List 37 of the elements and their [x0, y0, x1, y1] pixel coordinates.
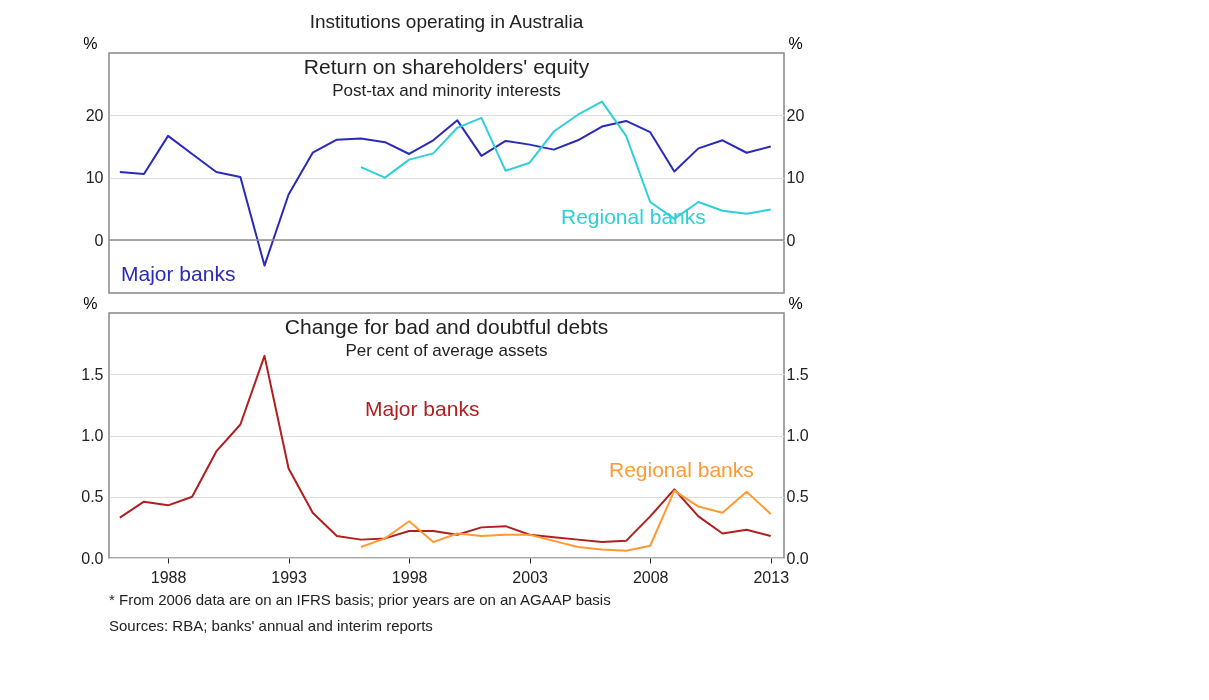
- chart-title: Change for bad and doubtful debts: [284, 315, 609, 338]
- y2-tick-label: 1.0: [786, 427, 809, 444]
- text: Institutions operating in Australia: [309, 11, 584, 32]
- y-tick-label: 0.0: [81, 549, 104, 567]
- y2-tick-label: 10: [786, 169, 805, 187]
- y2-tick-label: 1.5: [786, 365, 809, 383]
- y-axis-title: %: [83, 294, 98, 312]
- line-series: [118, 119, 772, 267]
- y-tick-label: 1.5: [81, 365, 104, 383]
- y-tick-label: 0: [94, 231, 104, 249]
- series-label: Major banks: [121, 262, 236, 285]
- y2-axis-title: %: [788, 34, 803, 52]
- y2-tick-label: 0.5: [786, 488, 809, 506]
- y-tick-label: 1.0: [81, 427, 104, 444]
- y-tick-label: 10: [85, 169, 104, 187]
- x-tick-label: 1998: [391, 568, 428, 586]
- text: * From 2006 data are on an IFRS basis; prior years are on an AGAAP basis: [109, 591, 611, 608]
- y-axis-title: %: [83, 34, 98, 52]
- x-tick-label: 2013: [753, 568, 790, 586]
- text: Post-tax and minority interests: [332, 81, 561, 100]
- line-series: [359, 489, 772, 552]
- text: Major banks: [365, 397, 480, 420]
- y2-tick-label: 20: [786, 106, 805, 124]
- x-tick-label: 1988: [150, 568, 187, 586]
- x-tick-label: 1993: [271, 568, 307, 586]
- series-label: Regional banks: [609, 458, 754, 481]
- y2-tick-label: 0: [786, 231, 796, 249]
- y-tick-label: 0.5: [81, 488, 104, 506]
- chart-title: Return on shareholders' equity: [303, 55, 590, 78]
- y-tick-label: 20: [85, 106, 104, 124]
- y2-axis-title: %: [788, 294, 803, 312]
- x-tick-label: 2008: [632, 568, 669, 586]
- series-label: Regional banks: [561, 205, 706, 228]
- y2-tick-label: 0.0: [786, 549, 809, 567]
- source-note: Sources: RBA; banks' annual and interim reports: [109, 617, 433, 634]
- text: Per cent of average assets: [345, 341, 548, 360]
- x-tick-label: 2003: [512, 568, 549, 586]
